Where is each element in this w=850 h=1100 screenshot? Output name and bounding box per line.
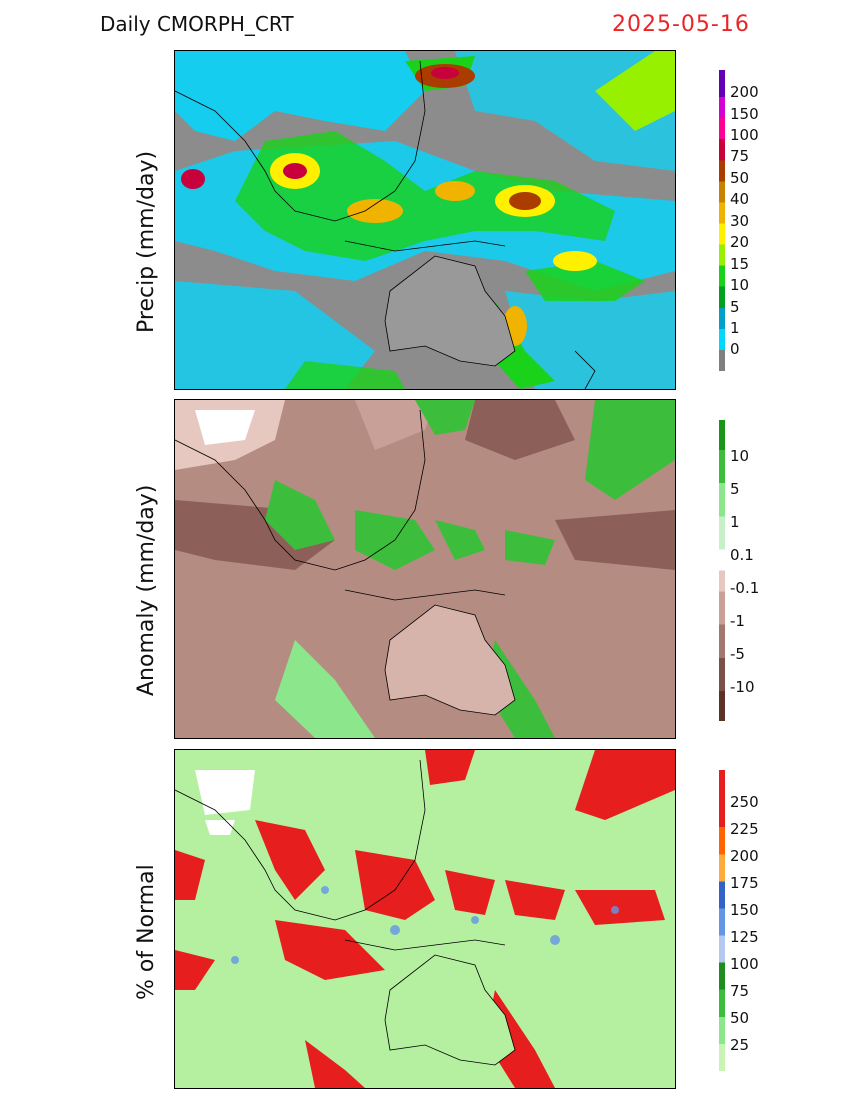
anomaly-axis-label: Anomaly (mm/day) bbox=[134, 484, 159, 696]
percent-cbar-label: 150 bbox=[730, 901, 759, 919]
percent-cbar-label: 225 bbox=[730, 820, 759, 838]
percent-normal-axis-label: % of Normal bbox=[134, 864, 159, 1000]
date-label: 2025-05-16 bbox=[612, 12, 750, 37]
anomaly-map-svg bbox=[175, 400, 675, 738]
anomaly-map bbox=[174, 399, 676, 739]
percent-cbar-label: 175 bbox=[730, 874, 759, 892]
anomaly-cbar-label: 10 bbox=[730, 447, 750, 465]
precip-cbar-label: 20 bbox=[730, 233, 750, 251]
precip-cbar-label: 10 bbox=[730, 276, 750, 294]
percent-cbar-label: 50 bbox=[730, 1009, 750, 1027]
percent-cbar-label: 25 bbox=[730, 1036, 750, 1054]
precip-cbar-label: 200 bbox=[730, 83, 759, 101]
percent-colorbar bbox=[719, 770, 725, 1071]
anomaly-cbar-label: -10 bbox=[730, 678, 755, 696]
precip-cbar-label: 5 bbox=[730, 298, 740, 316]
percent-cbar-label: 100 bbox=[730, 955, 759, 973]
percent-cbar-label: 250 bbox=[730, 793, 759, 811]
anomaly-cbar-label: -0.1 bbox=[730, 579, 760, 597]
precip-cbar-label: 150 bbox=[730, 105, 759, 123]
precip-cbar-label: 75 bbox=[730, 147, 750, 165]
precip-cbar-label: 15 bbox=[730, 255, 750, 273]
percent-normal-map bbox=[174, 749, 676, 1089]
precip-map-svg bbox=[175, 51, 675, 389]
percent-cbar-label: 200 bbox=[730, 847, 759, 865]
percent-normal-map-svg bbox=[175, 750, 675, 1088]
anomaly-colorbar bbox=[719, 420, 725, 721]
percent-cbar-label: 125 bbox=[730, 928, 759, 946]
anomaly-cbar-label: 0.1 bbox=[730, 546, 754, 564]
precip-cbar-label: 0 bbox=[730, 340, 740, 358]
precip-cbar-label: 1 bbox=[730, 319, 740, 337]
anomaly-cbar-label: 5 bbox=[730, 480, 740, 498]
precip-cbar-label: 100 bbox=[730, 126, 759, 144]
anomaly-cbar-label: -5 bbox=[730, 645, 745, 663]
precip-colorbar bbox=[719, 70, 725, 371]
precip-map bbox=[174, 50, 676, 390]
precip-axis-label: Precip (mm/day) bbox=[134, 150, 159, 333]
anomaly-cbar-label: -1 bbox=[730, 612, 745, 630]
precip-cbar-label: 50 bbox=[730, 169, 750, 187]
percent-cbar-label: 75 bbox=[730, 982, 750, 1000]
precip-cbar-label: 30 bbox=[730, 212, 750, 230]
anomaly-cbar-label: 1 bbox=[730, 513, 740, 531]
app-title: Daily CMORPH_CRT bbox=[100, 12, 294, 36]
precip-cbar-label: 40 bbox=[730, 190, 750, 208]
